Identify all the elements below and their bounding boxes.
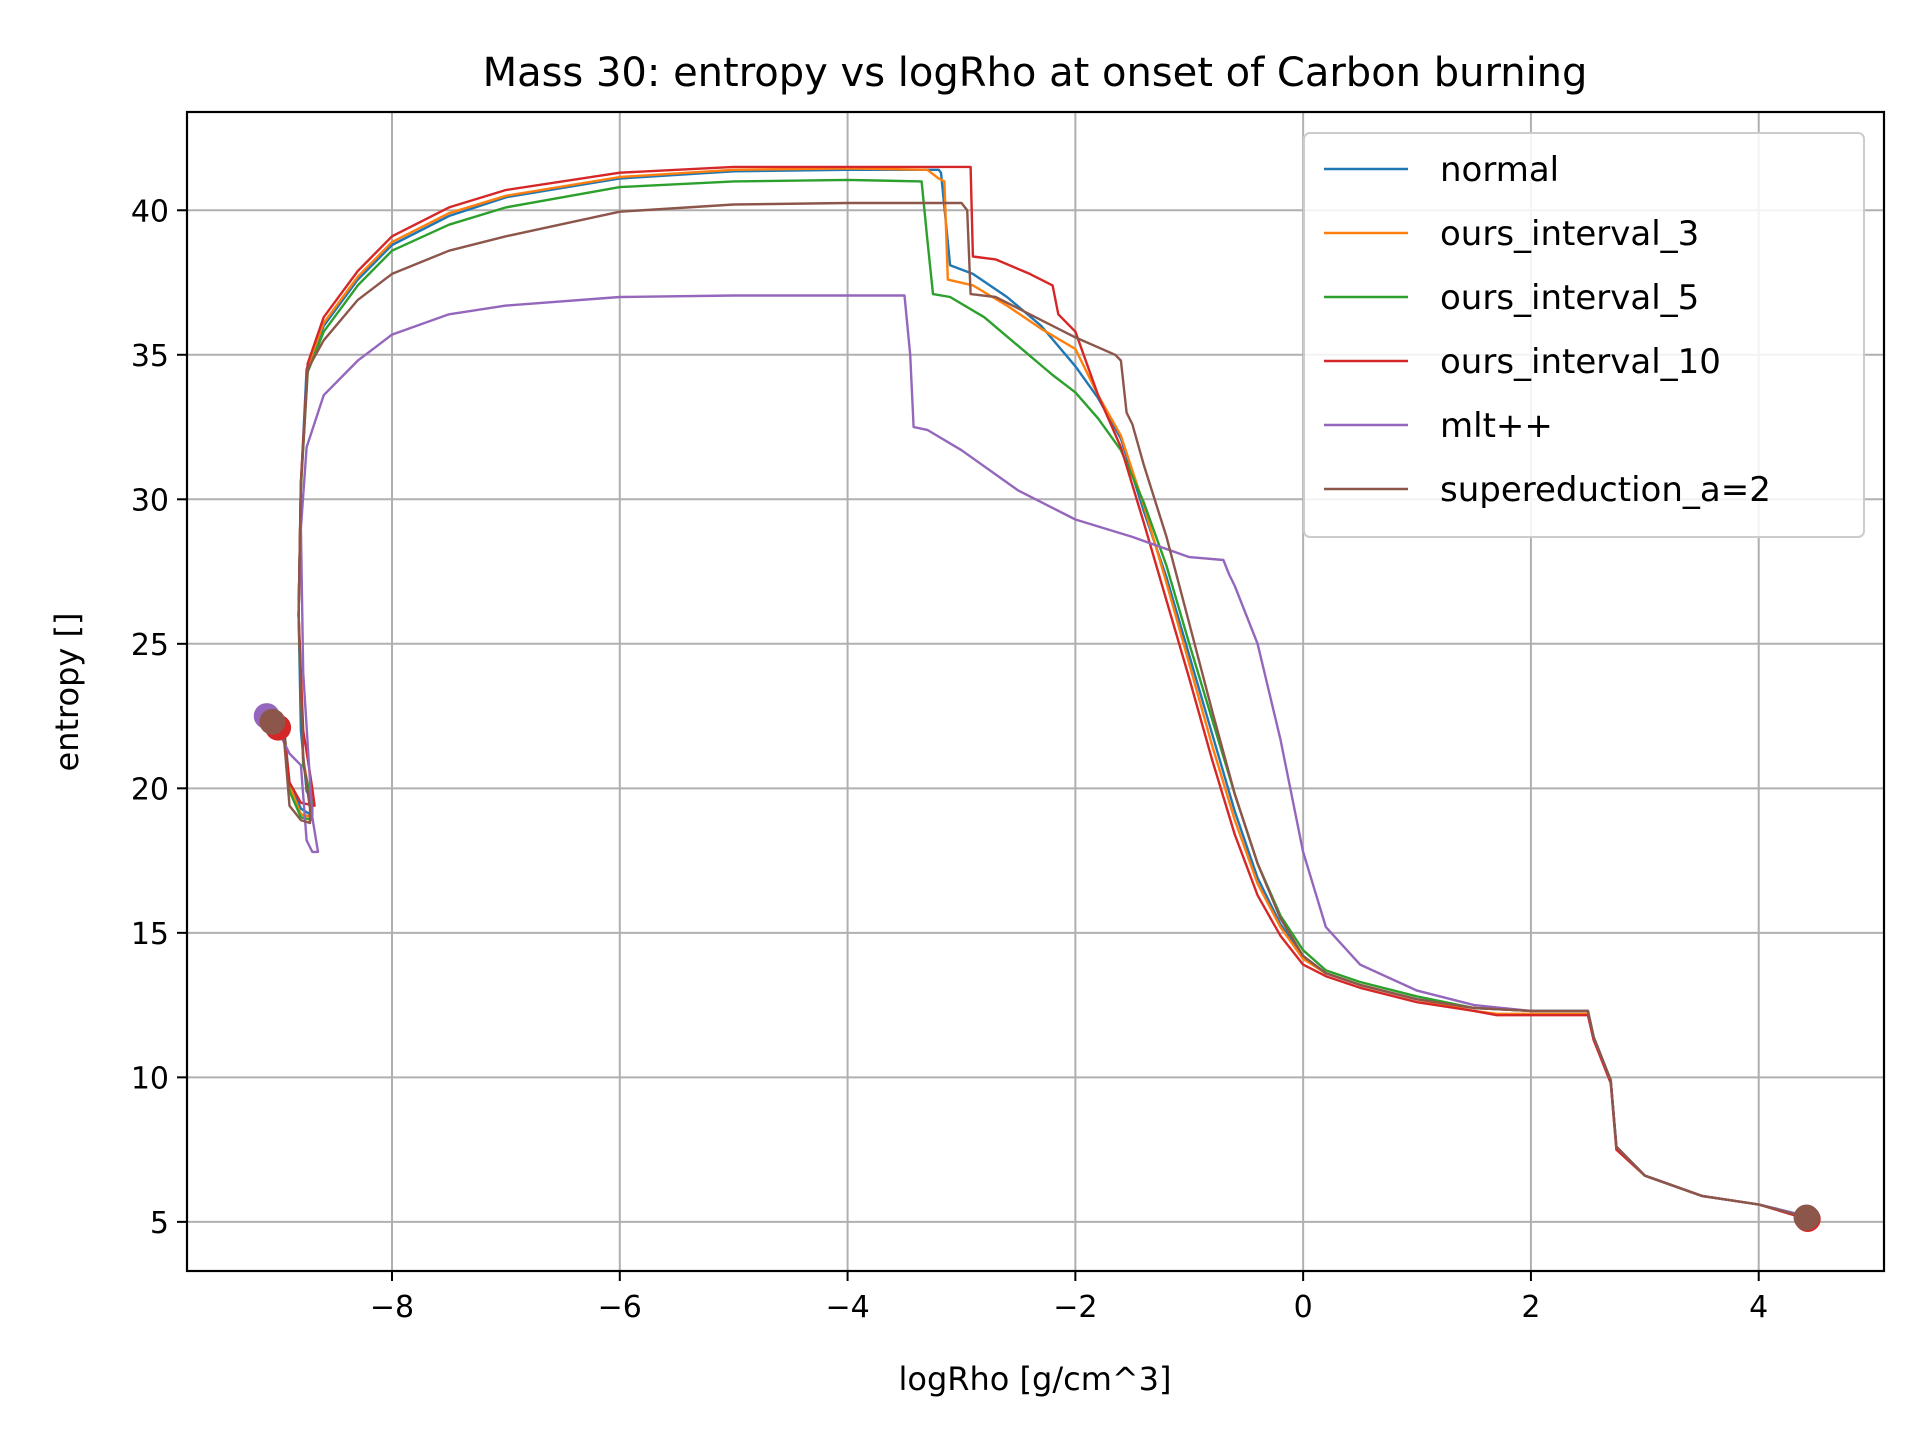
series-layer xyxy=(265,165,1808,1221)
tick-layer: −8 −6 −4 −2 0 2 4 5 10 15 20 25 30 35 40 xyxy=(131,194,1768,1325)
y-tick-label: 20 xyxy=(131,772,169,807)
x-tick-label: −4 xyxy=(825,1290,869,1325)
y-tick-label: 10 xyxy=(131,1061,169,1096)
legend-label: ours_interval_10 xyxy=(1440,342,1721,382)
y-tick-label: 40 xyxy=(131,194,169,229)
x-tick-label: 0 xyxy=(1294,1290,1313,1325)
legend-box xyxy=(1303,132,1865,538)
x-tick-label: −2 xyxy=(1053,1290,1097,1325)
y-tick-label: 5 xyxy=(150,1206,169,1241)
y-tick-label: 30 xyxy=(131,483,169,518)
chart-title: Mass 30: entropy vs logRho at onset of C… xyxy=(483,50,1588,96)
endpoint-marker xyxy=(1793,1204,1820,1231)
endpoint-marker xyxy=(259,708,286,735)
y-tick-label: 35 xyxy=(131,339,169,374)
marker-layer xyxy=(253,703,1821,1232)
legend-label: normal xyxy=(1440,150,1559,190)
y-tick-label: 15 xyxy=(131,917,169,952)
y-tick-label: 25 xyxy=(131,628,169,663)
y-axis-label: entropy [] xyxy=(48,613,86,772)
x-tick-label: 4 xyxy=(1749,1290,1768,1325)
legend-label: ours_interval_3 xyxy=(1440,214,1699,254)
series-line-supereduction-a-2 xyxy=(271,201,1808,1219)
x-tick-label: −6 xyxy=(598,1290,642,1325)
x-tick-label: 2 xyxy=(1521,1290,1540,1325)
legend-label: supereduction_a=2 xyxy=(1440,470,1771,510)
plot-frame xyxy=(185,110,1886,1273)
legend-label: ours_interval_5 xyxy=(1440,278,1699,318)
x-tick-label: −8 xyxy=(370,1290,414,1325)
legend: normal ours_interval_3 ours_interval_5ours… xyxy=(1303,132,1865,538)
x-axis-label: logRho [g/cm^3] xyxy=(898,1360,1171,1398)
legend-label: mlt++ xyxy=(1440,406,1553,446)
